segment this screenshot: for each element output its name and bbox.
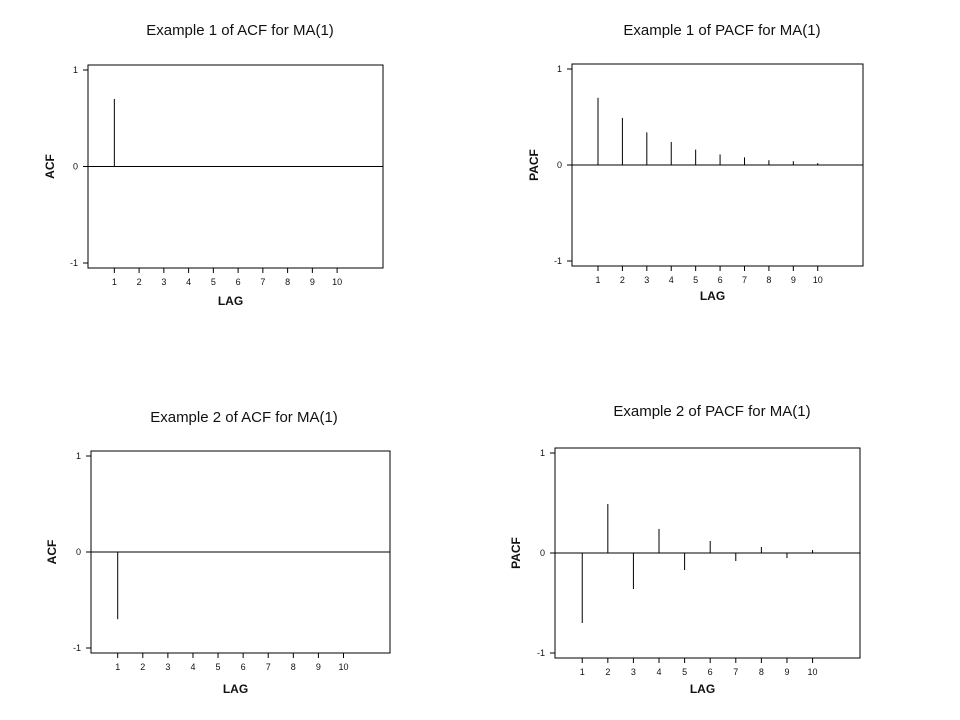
x-tick-label: 9 <box>316 662 321 672</box>
y-axis-label: PACF <box>509 537 523 569</box>
chart-panel-4: Example 2 of PACF for MA(1)10-11 2 3 4 5 6 7 8 9… <box>509 403 861 696</box>
y-tick-label: 1 <box>540 448 545 458</box>
x-tick-label: 10 <box>808 667 818 677</box>
y-tick-label: 0 <box>557 160 562 170</box>
x-axis-label: LAG <box>700 289 725 303</box>
x-tick-label: 8 <box>291 662 296 672</box>
x-tick-label: 9 <box>310 277 315 287</box>
y-tick-label: 1 <box>73 65 78 75</box>
x-tick-label: 3 <box>644 275 649 285</box>
x-tick-label: 5 <box>682 667 687 677</box>
chart-panel-2: Example 1 of PACF for MA(1)10-11 2 3 4 5 6 7 8 9… <box>527 22 864 303</box>
x-tick-label: 7 <box>742 275 747 285</box>
y-tick-label: -1 <box>554 256 562 266</box>
x-tick-label: 3 <box>631 667 636 677</box>
y-tick-label: 0 <box>540 548 545 558</box>
x-tick-label: 5 <box>216 662 221 672</box>
x-tick-label: 8 <box>759 667 764 677</box>
x-tick-label: 2 <box>605 667 610 677</box>
x-tick-label: 6 <box>708 667 713 677</box>
y-tick-label: 1 <box>557 64 562 74</box>
chart-title: Example 2 of ACF for MA(1) <box>150 409 338 426</box>
chart-title: Example 1 of ACF for MA(1) <box>146 22 334 39</box>
x-tick-label: 10 <box>338 662 348 672</box>
y-axis-label: ACF <box>43 154 57 179</box>
x-tick-label: 9 <box>791 275 796 285</box>
chart-title: Example 1 of PACF for MA(1) <box>623 22 820 39</box>
y-tick-label: 0 <box>76 547 81 557</box>
x-tick-label: 4 <box>190 662 195 672</box>
x-tick-label: 8 <box>766 275 771 285</box>
y-axis-label: ACF <box>45 540 59 565</box>
x-axis-label: LAG <box>223 682 248 696</box>
x-tick-label: 4 <box>186 277 191 287</box>
x-tick-label: 4 <box>669 275 674 285</box>
x-tick-label: 7 <box>260 277 265 287</box>
x-tick-label: 3 <box>165 662 170 672</box>
x-tick-label: 2 <box>140 662 145 672</box>
x-tick-label: 1 <box>115 662 120 672</box>
y-tick-label: -1 <box>73 643 81 653</box>
x-tick-label: 7 <box>733 667 738 677</box>
x-tick-label: 6 <box>236 277 241 287</box>
x-tick-label: 2 <box>620 275 625 285</box>
x-axis-label: LAG <box>690 682 715 696</box>
y-axis-label: PACF <box>527 149 541 181</box>
y-tick-label: 1 <box>76 451 81 461</box>
x-axis-label: LAG <box>218 294 243 308</box>
x-tick-label: 9 <box>784 667 789 677</box>
y-tick-label: 0 <box>73 162 78 172</box>
x-tick-label: 1 <box>595 275 600 285</box>
x-tick-label: 1 <box>580 667 585 677</box>
x-tick-label: 2 <box>137 277 142 287</box>
chart-panel-3: Example 2 of ACF for MA(1)10-11 2 3 4 5 6 7 8 9 1… <box>45 409 391 696</box>
x-tick-label: 5 <box>211 277 216 287</box>
y-tick-label: -1 <box>70 258 78 268</box>
x-tick-label: 1 <box>112 277 117 287</box>
x-tick-label: 10 <box>813 275 823 285</box>
chart-panel-1: Example 1 of ACF for MA(1)10-11 2 3 4 5 6 7 8 9 1… <box>43 22 384 308</box>
x-tick-label: 5 <box>693 275 698 285</box>
y-tick-label: -1 <box>537 648 545 658</box>
chart-title: Example 2 of PACF for MA(1) <box>613 403 810 420</box>
x-tick-label: 7 <box>266 662 271 672</box>
x-tick-label: 3 <box>161 277 166 287</box>
x-tick-label: 10 <box>332 277 342 287</box>
x-tick-label: 8 <box>285 277 290 287</box>
x-tick-label: 4 <box>657 667 662 677</box>
x-tick-label: 6 <box>241 662 246 672</box>
x-tick-label: 6 <box>718 275 723 285</box>
